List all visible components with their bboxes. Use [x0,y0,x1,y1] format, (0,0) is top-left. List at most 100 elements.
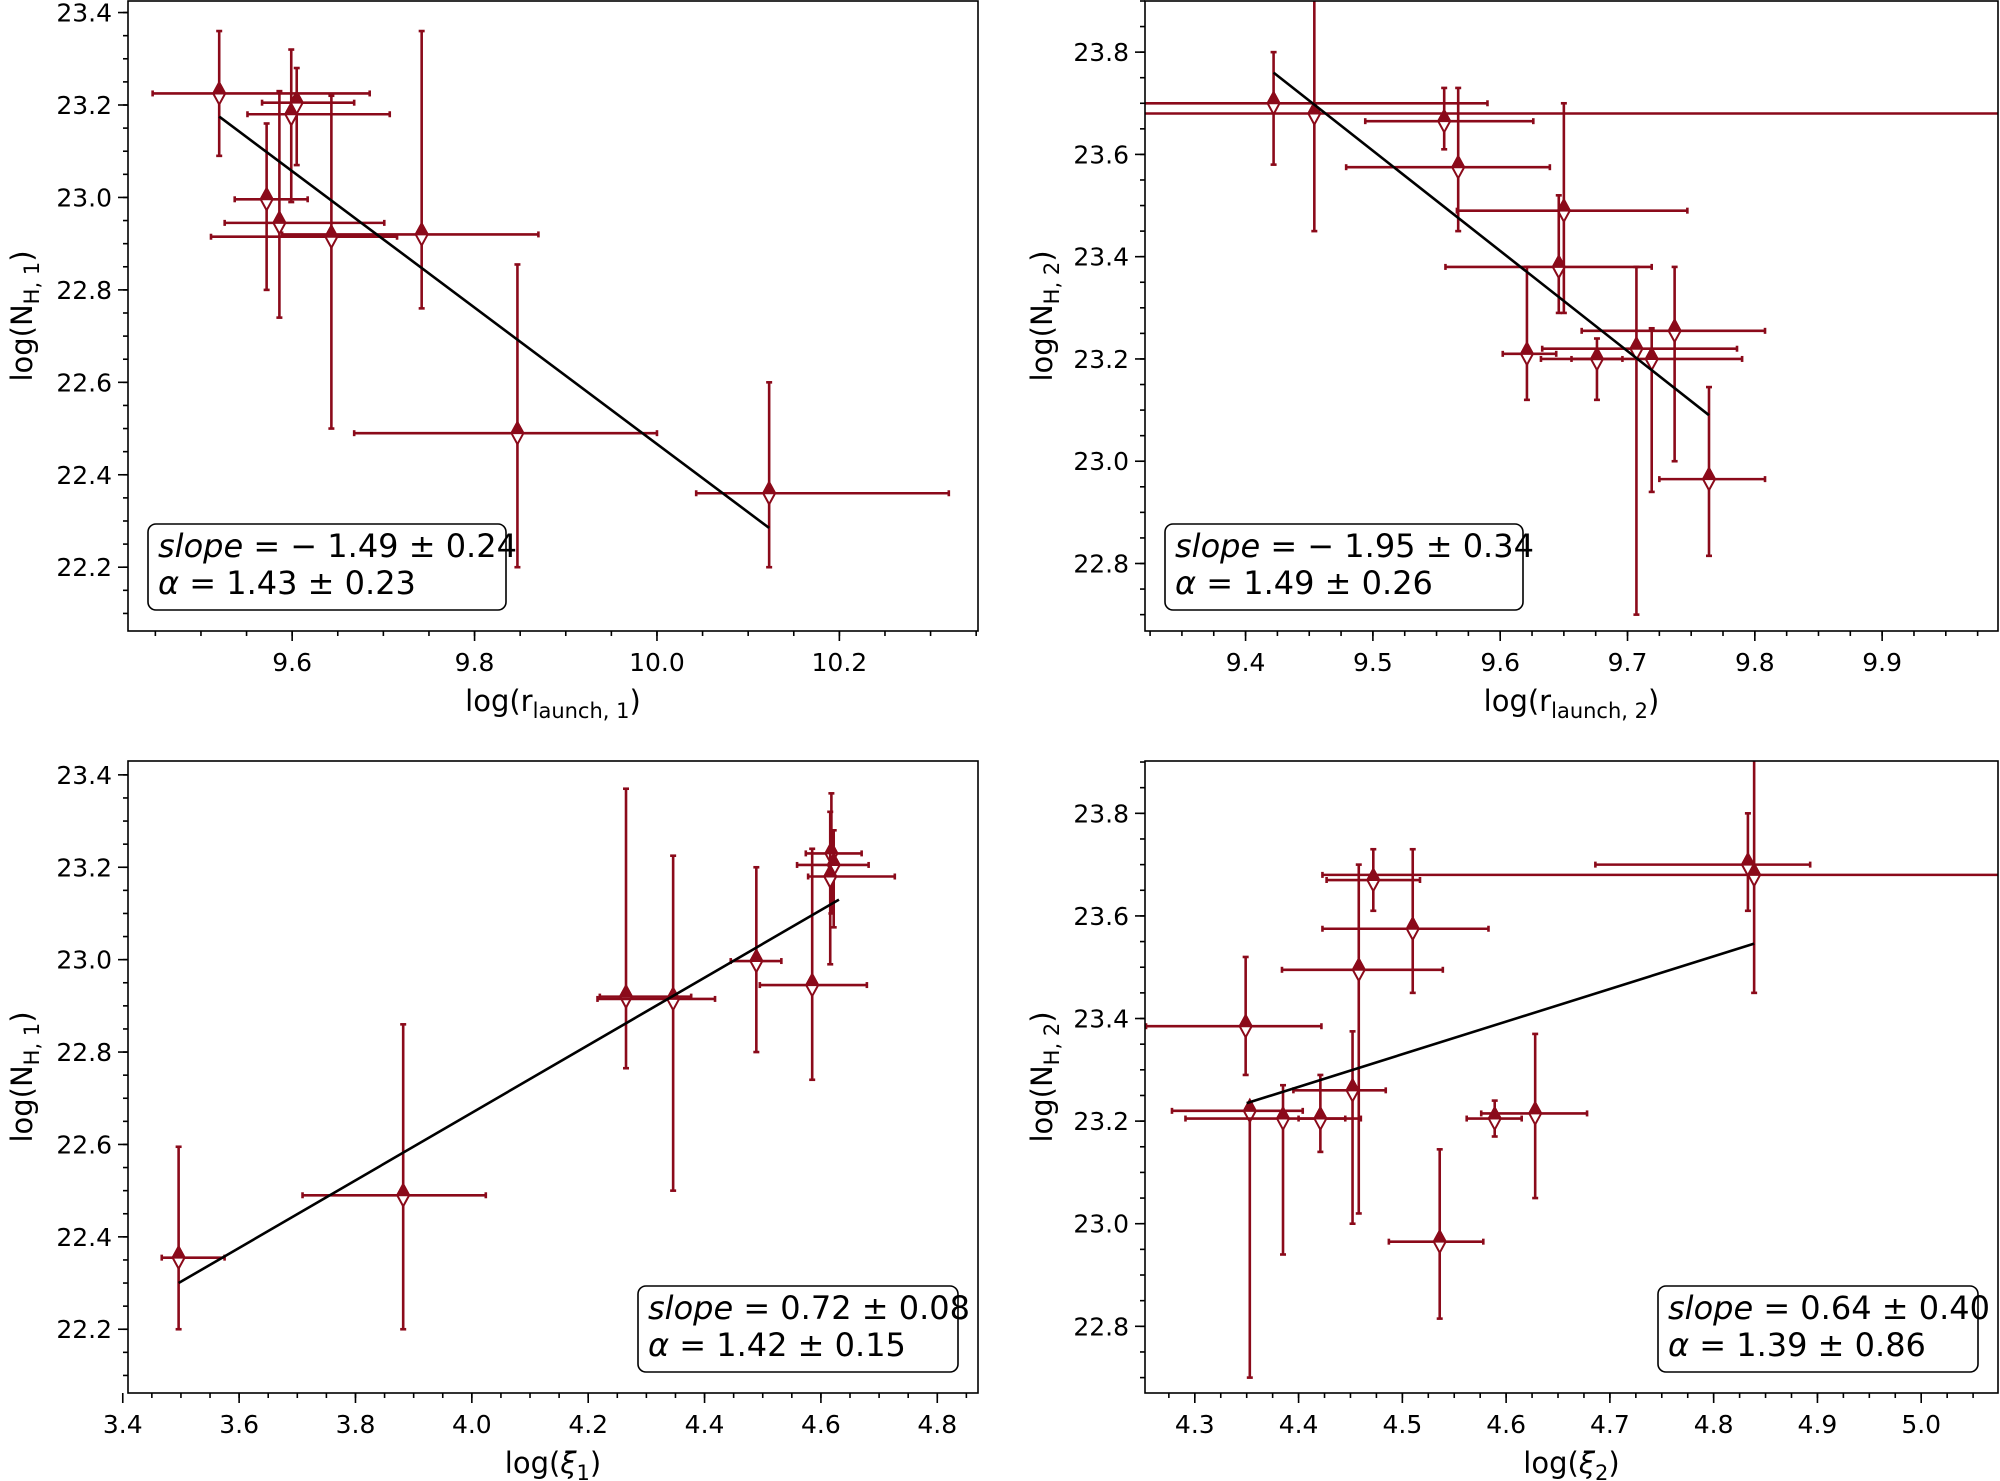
label-var: ξ [1578,1446,1596,1480]
data-point [1344,86,1552,233]
label-text: log(N [5,1065,39,1142]
label-text: ) [5,1011,39,1022]
x-tick-label: 9.6 [272,648,312,677]
x-tick-label: 3.4 [103,1410,143,1439]
data-point [151,29,371,158]
label-text: ) [1025,250,1059,261]
y-tick-label: 22.2 [56,553,112,582]
data-layer [151,29,951,569]
data-point [260,66,356,167]
annotation-var: slope [1175,527,1260,565]
label-text: log(N [1025,1065,1059,1142]
label-subscript: 2 [1595,1461,1608,1481]
data-point [1594,812,1812,913]
data-point [729,865,783,1054]
annotation-value: = 1.49 ± 0.26 [1196,564,1433,602]
data-point [1580,265,1767,463]
annotation-var: slope [1668,1289,1753,1327]
y-tick-label: 23.4 [56,761,112,790]
x-tick-label: 9.8 [455,648,495,677]
data-layer [1145,1,1998,616]
diamond-marker-fill [1436,108,1452,123]
data-point [758,847,869,1082]
annotation-value: = − 1.95 ± 0.34 [1260,527,1534,565]
data-point [1540,265,1739,616]
annotation-box [1657,1285,1979,1373]
label-subscript: H, 1 [20,262,44,305]
y-tick-label: 23.4 [1073,243,1129,272]
x-tick-label: 5.0 [1901,1410,1941,1439]
annotation-var: slope [648,1289,733,1327]
diamond-marker-fill [1666,317,1683,332]
y-tick-label: 23.2 [56,853,112,882]
data-point [1387,1148,1485,1320]
annotation-line: slope = − 1.49 ± 0.24 [158,527,517,565]
label-text: log( [1523,1446,1579,1480]
axes-frame [1144,760,1999,1394]
data-point [280,29,540,310]
x-tick-label: 4.6 [1486,1410,1526,1439]
annotation-var: α [1668,1326,1689,1364]
data-point [806,810,897,966]
diamond-marker-fill [413,221,430,236]
label-text: log(r [465,684,533,718]
x-tick-label: 4.3 [1175,1410,1215,1439]
fit-annotation: slope = − 1.95 ± 0.34α = 1.49 ± 0.26 [1164,523,1534,611]
label-text: log(N [1025,304,1059,381]
diamond-marker-fill [1351,956,1367,971]
label-var: ξ [559,1446,577,1480]
x-tick-label: 4.6 [801,1410,841,1439]
annotation-var: α [158,564,179,602]
diamond-marker-fill [258,186,275,201]
x-tick-label: 10.0 [629,648,685,677]
data-point [1444,194,1654,315]
fit-line [1272,71,1710,417]
annotation-value: = 1.43 ± 0.23 [179,564,416,602]
y-tick-label: 23.6 [1073,902,1129,931]
annotation-value: = 0.64 ± 0.40 [1753,1289,1990,1327]
y-tick-label: 22.2 [56,1315,112,1344]
x-tick-label: 4.0 [452,1410,492,1439]
data-point [246,48,392,204]
x-tick-label: 9.9 [1862,648,1902,677]
panel-2: 9.4 9.5 9.6 9.7 9.8 9.9 22.8 23.0 23.2 23.4 23.6 23… [1025,0,1999,723]
x-axis-label: log(ξ2) [1523,1446,1619,1481]
y-tick-label: 22.6 [56,1130,112,1159]
data-point [1479,1032,1589,1200]
label-text: log( [505,1446,561,1480]
fit-annotation: slope = 0.64 ± 0.40α = 1.39 ± 0.86 [1657,1285,1990,1373]
x-tick-label: 9.7 [1608,648,1648,677]
y-axis-label: log(NH, 2) [1025,1011,1064,1142]
annotation-box [637,1285,959,1373]
diamond-marker-fill [395,1182,411,1197]
diamond-marker-fill [761,480,777,495]
y-tick-label: 23.0 [1073,1210,1129,1239]
label-subscript: launch, 2 [1551,699,1648,723]
diamond-marker-fill [170,1244,187,1259]
diamond-marker-fill [1312,1105,1329,1120]
diamond-marker-fill [1740,851,1756,866]
diamond-marker-fill [822,863,838,878]
data-point [1321,761,1998,995]
diamond-marker-fill [1519,340,1535,355]
x-tick-label: 4.8 [1694,1410,1734,1439]
y-tick-label: 23.0 [1073,447,1129,476]
diamond-marker-fill [1746,861,1762,876]
x-tick-label: 9.5 [1353,648,1393,677]
diamond-marker-fill [1701,466,1717,481]
data-layer [1145,761,1998,1379]
fit-line [218,115,770,529]
annotation-value: = 1.42 ± 0.15 [669,1326,906,1364]
panel-3: 3.4 3.6 3.8 4.0 4.2 4.4 4.6 4.8 22.2 22.4 22.6 22.8… [5,760,979,1481]
x-tick-label: 4.4 [1279,1410,1319,1439]
y-tick-label: 23.6 [1073,140,1129,169]
annotation-value: = 0.72 ± 0.08 [733,1289,970,1327]
diamond-marker-fill [618,983,634,998]
data-point [1297,1073,1347,1154]
y-tick-label: 22.4 [56,1223,112,1252]
x-tick-label: 3.6 [219,1410,259,1439]
panel-4: 4.3 4.4 4.5 4.6 4.7 4.8 4.9 5.0 22.8 23.0 23.2 23.4… [1025,760,1999,1481]
label-subscript: H, 1 [20,1023,44,1066]
x-axis-label: log(ξ1) [505,1446,601,1481]
